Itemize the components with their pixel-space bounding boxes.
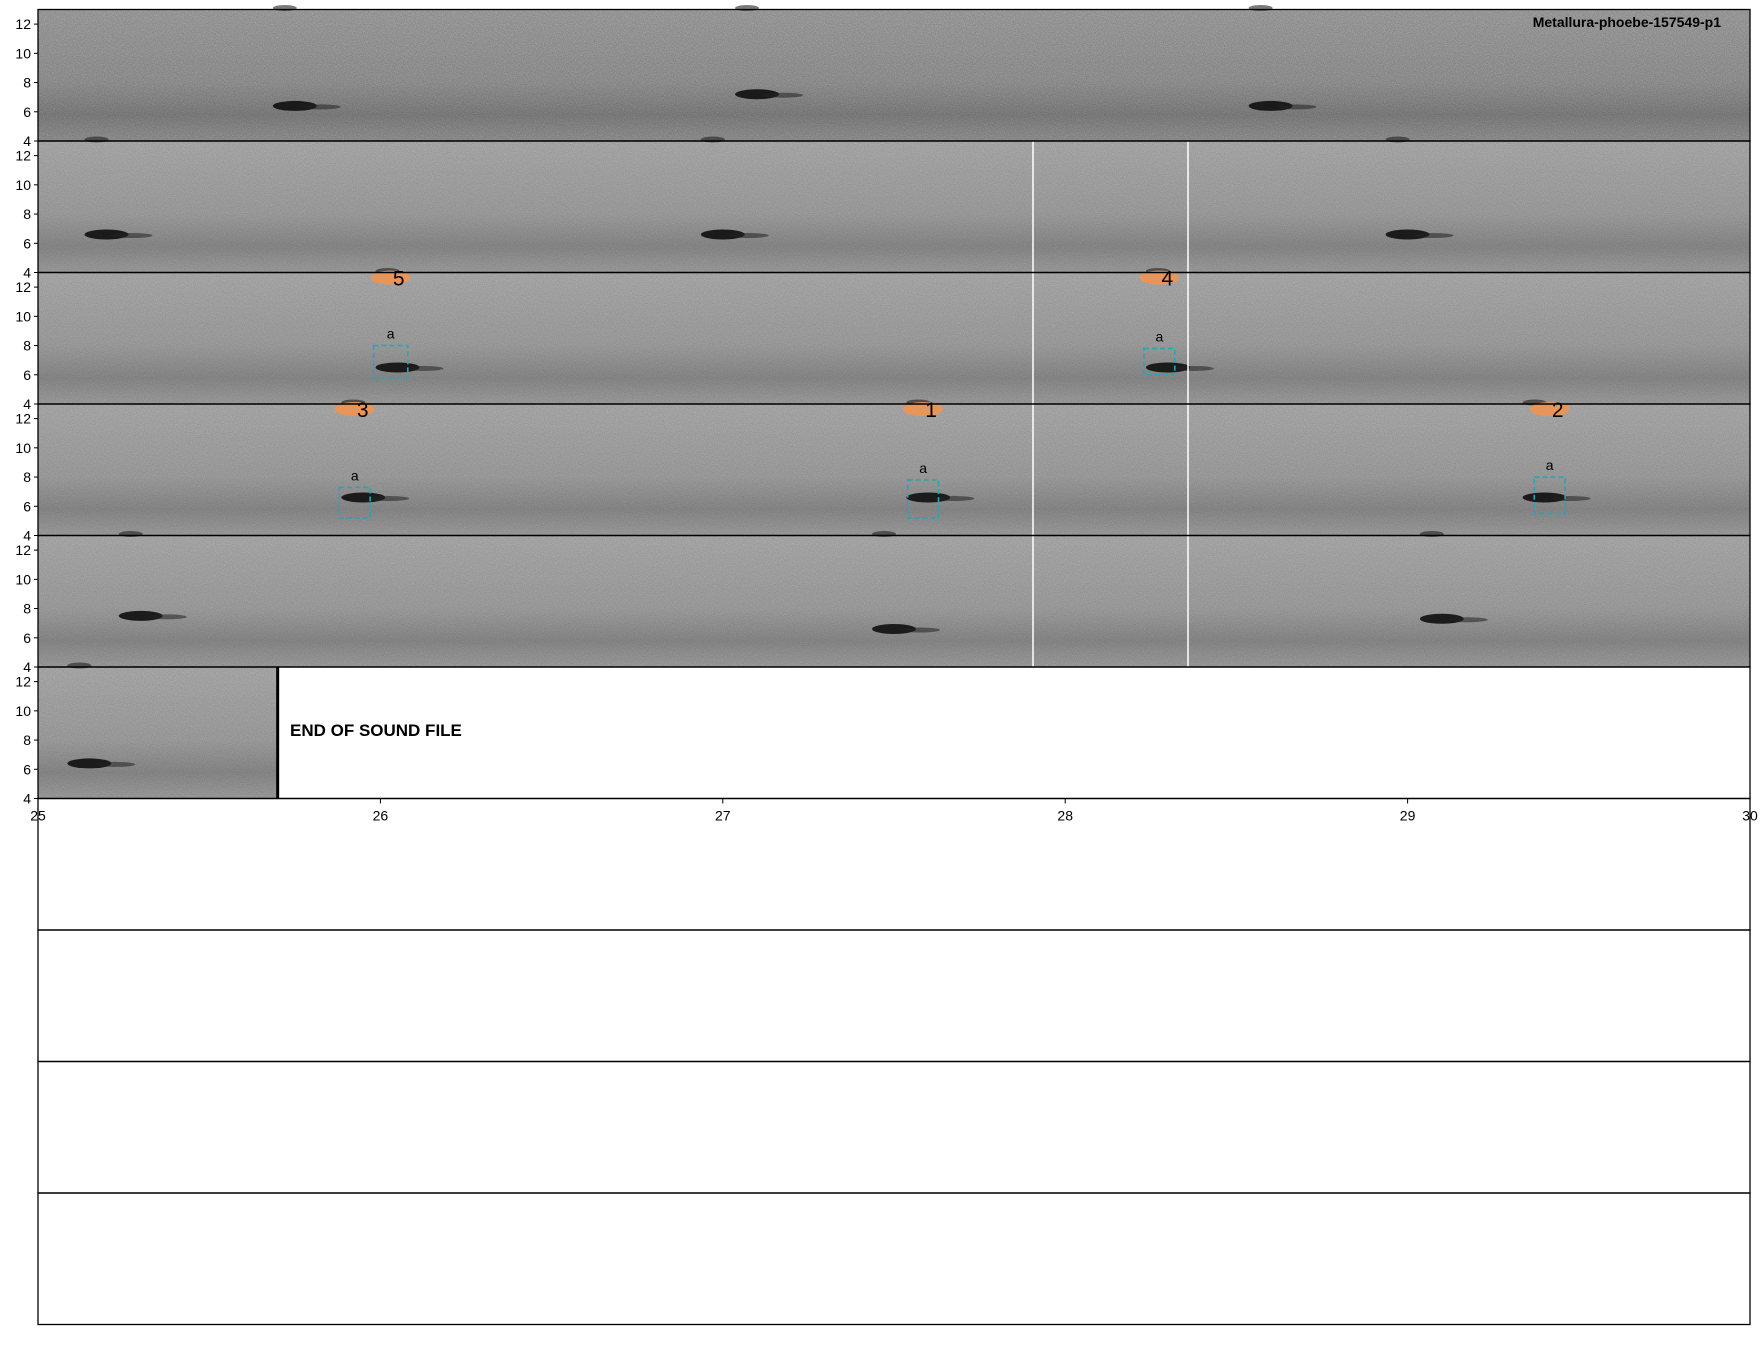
annotation-number: 4 bbox=[1162, 268, 1174, 291]
low-frequency-band bbox=[38, 667, 278, 799]
call-tail bbox=[728, 233, 769, 239]
y-tick-label: 10 bbox=[15, 440, 31, 456]
x-tick-label: 25 bbox=[30, 808, 46, 824]
y-tick-label: 10 bbox=[15, 308, 31, 324]
y-tick-label: 4 bbox=[23, 265, 31, 281]
call-tail bbox=[95, 761, 136, 767]
y-tick-label: 6 bbox=[23, 104, 31, 120]
annotation-box bbox=[1533, 476, 1566, 515]
call-tail bbox=[369, 496, 410, 502]
annotation-box bbox=[1143, 347, 1176, 376]
x-tick-label: 27 bbox=[715, 808, 731, 824]
panel-dividers bbox=[1032, 141, 1189, 667]
call-tail bbox=[1173, 365, 1214, 371]
low-frequency-band bbox=[38, 272, 1750, 404]
x-tick-label: 28 bbox=[1057, 808, 1073, 824]
annotation-number: 1 bbox=[925, 399, 937, 422]
x-tick-label: 30 bbox=[1742, 808, 1758, 824]
y-tick-label: 6 bbox=[23, 235, 31, 251]
annotation-label: a bbox=[1546, 457, 1554, 473]
annotation-box bbox=[338, 486, 371, 519]
row-frames bbox=[37, 8, 1751, 1326]
y-tick-label: 10 bbox=[15, 45, 31, 61]
low-frequency-band bbox=[38, 141, 1750, 273]
axes: 4681012468101246810124681012468101246810… bbox=[15, 16, 1758, 823]
figure-title: Metallura-phoebe-157549-p1 bbox=[1533, 14, 1721, 30]
annotation-label: a bbox=[919, 460, 927, 476]
spectrogram-panels bbox=[38, 9, 1750, 799]
annotation-number-marker bbox=[370, 270, 411, 285]
row-frame bbox=[37, 1192, 1751, 1326]
call-tail bbox=[763, 92, 804, 98]
call-tail bbox=[146, 614, 187, 620]
annotation-box bbox=[906, 479, 940, 519]
y-tick-label: 12 bbox=[15, 542, 31, 558]
call-tail bbox=[1276, 104, 1317, 110]
y-tick-label: 8 bbox=[23, 601, 31, 617]
y-tick-label: 4 bbox=[23, 396, 31, 412]
annotation-label: a bbox=[351, 467, 359, 483]
y-tick-label: 8 bbox=[23, 732, 31, 748]
low-frequency-band bbox=[38, 535, 1750, 667]
y-tick-label: 4 bbox=[23, 791, 31, 807]
row-frame bbox=[37, 929, 1751, 1063]
row-frame bbox=[37, 797, 1751, 931]
y-tick-label: 10 bbox=[15, 571, 31, 587]
call-tail bbox=[934, 496, 975, 502]
call-tail bbox=[403, 365, 444, 371]
call-tail bbox=[1550, 496, 1591, 502]
call-tail bbox=[1447, 617, 1488, 623]
y-tick-label: 12 bbox=[15, 279, 31, 295]
y-tick-label: 6 bbox=[23, 761, 31, 777]
y-tick-label: 12 bbox=[15, 411, 31, 427]
call-tail bbox=[300, 104, 341, 110]
call-tail bbox=[900, 627, 940, 633]
row-frame bbox=[37, 1060, 1751, 1194]
annotation-number: 5 bbox=[393, 268, 405, 291]
annotations: a 5 a 4 a 3 a 1 a 2 bbox=[334, 268, 1570, 519]
y-tick-label: 4 bbox=[23, 133, 31, 149]
y-tick-label: 6 bbox=[23, 498, 31, 514]
x-tick-label: 26 bbox=[373, 808, 389, 824]
y-tick-label: 12 bbox=[15, 674, 31, 690]
y-tick-label: 6 bbox=[23, 367, 31, 383]
y-tick-label: 4 bbox=[23, 528, 31, 544]
call-tail bbox=[112, 233, 153, 239]
low-frequency-band bbox=[38, 9, 1750, 141]
annotation-number: 3 bbox=[357, 399, 369, 422]
annotation-number-marker bbox=[1139, 270, 1180, 285]
annotation-label: a bbox=[1155, 328, 1163, 344]
y-tick-label: 10 bbox=[15, 177, 31, 193]
call-tail bbox=[1413, 233, 1454, 239]
annotation-number-marker bbox=[1529, 402, 1570, 417]
end-of-file-label: END OF SOUND FILE bbox=[290, 721, 462, 740]
y-tick-label: 8 bbox=[23, 206, 31, 222]
annotation-number: 2 bbox=[1552, 399, 1564, 422]
y-tick-label: 12 bbox=[15, 148, 31, 164]
annotation-number-marker bbox=[334, 402, 375, 417]
y-tick-label: 8 bbox=[23, 75, 31, 91]
y-tick-label: 6 bbox=[23, 630, 31, 646]
y-tick-label: 12 bbox=[15, 16, 31, 32]
y-tick-label: 8 bbox=[23, 338, 31, 354]
x-tick-label: 29 bbox=[1400, 808, 1416, 824]
annotation-number-marker bbox=[903, 402, 944, 417]
annotation-box bbox=[372, 344, 409, 379]
y-tick-label: 8 bbox=[23, 469, 31, 485]
annotation-label: a bbox=[387, 326, 395, 342]
low-frequency-band bbox=[38, 404, 1750, 536]
y-tick-label: 4 bbox=[23, 659, 31, 675]
y-tick-label: 10 bbox=[15, 703, 31, 719]
